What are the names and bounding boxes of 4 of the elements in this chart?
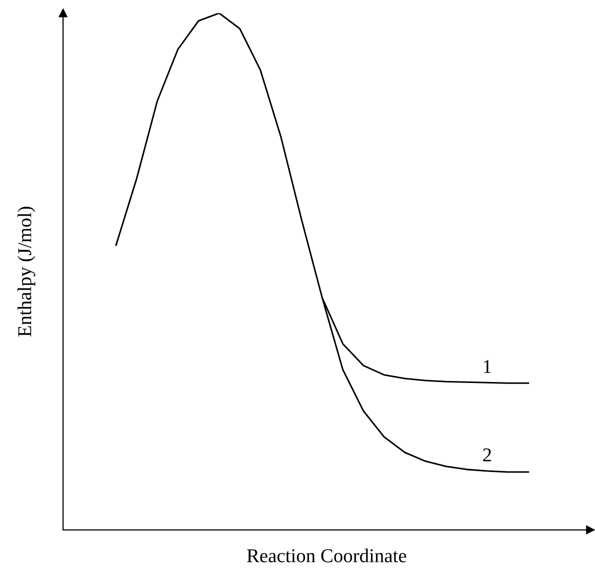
x-axis-title: Reaction Coordinate <box>247 548 406 562</box>
y-axis-title: Enthalpy (J/mol) <box>18 206 36 337</box>
series-label: 2 <box>483 448 491 462</box>
series-label: 1 <box>484 360 491 373</box>
